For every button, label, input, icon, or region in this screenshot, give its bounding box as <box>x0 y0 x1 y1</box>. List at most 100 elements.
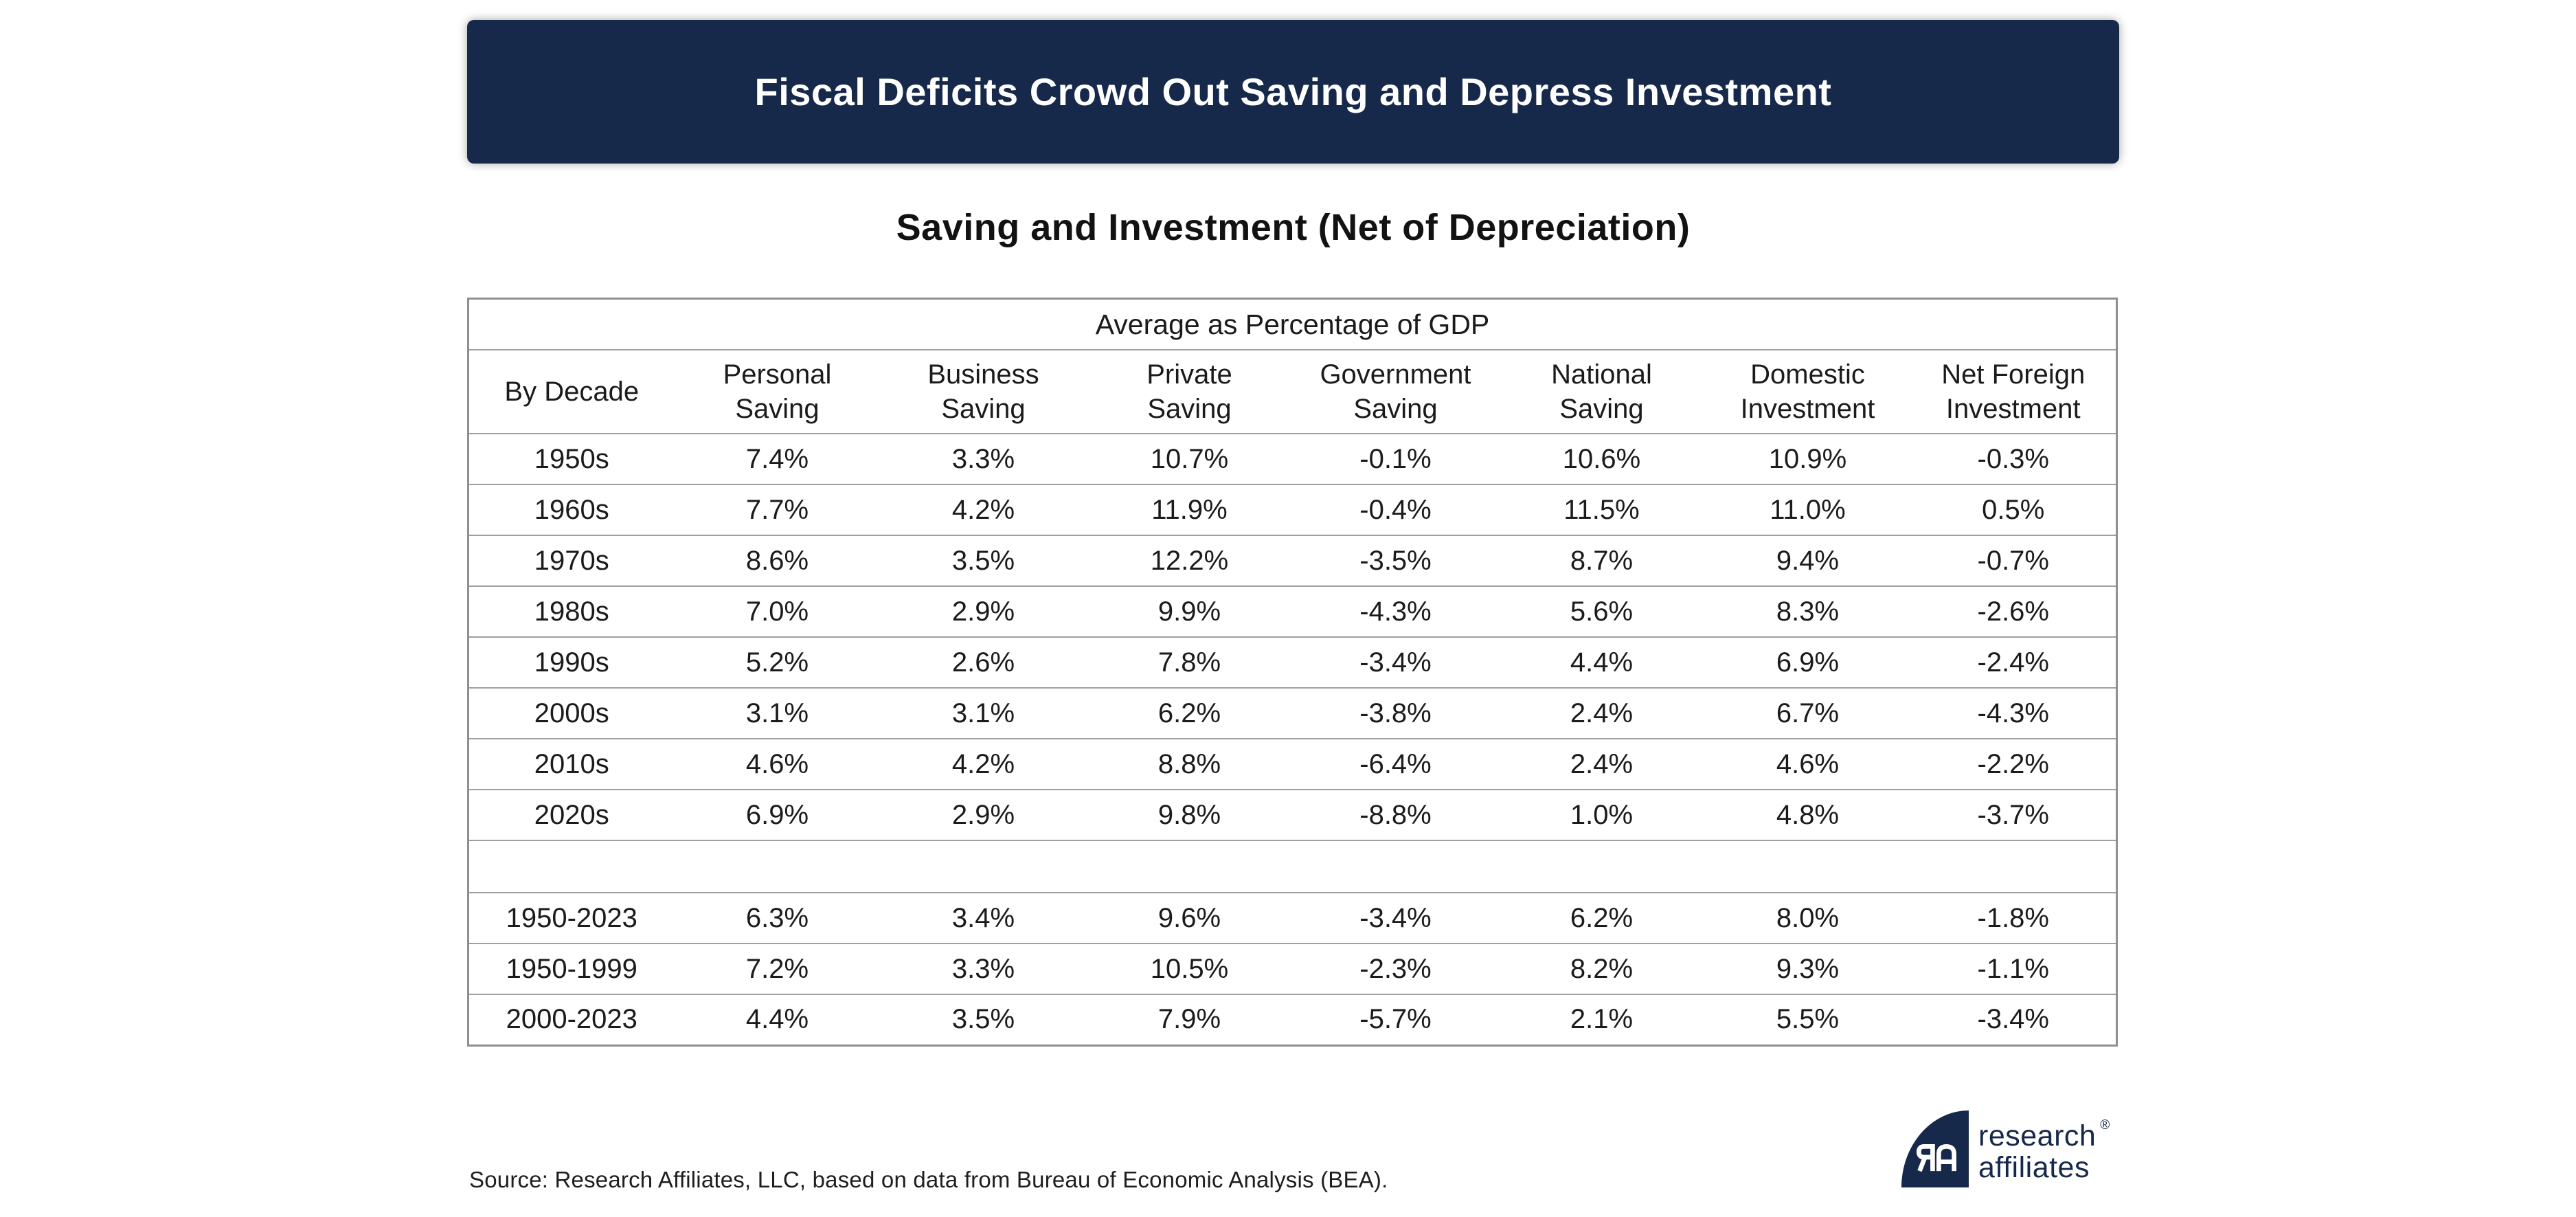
table-cell: -1.8% <box>1977 902 2050 933</box>
table-cell: 8.8% <box>1157 748 1221 779</box>
table-cell: 5.6% <box>1570 596 1634 627</box>
table-cell: 3.1% <box>745 697 809 728</box>
table-cell: 3.3% <box>951 953 1015 984</box>
table-cell: 9.3% <box>1776 953 1840 984</box>
table-cell: -1.1% <box>1977 953 2050 984</box>
table-cell: 11.0% <box>1770 494 1846 525</box>
table-cell: 4.4% <box>745 1004 809 1035</box>
table-cell: -3.4% <box>1359 902 1432 933</box>
table-cell: 7.2% <box>745 953 809 984</box>
table-cell: 6.3% <box>745 902 809 933</box>
table-cell: -4.3% <box>1977 697 2050 728</box>
table-cell: 8.3% <box>1776 596 1840 627</box>
row-label: 1980s <box>534 596 609 627</box>
table-cell: -3.4% <box>1977 1004 2050 1035</box>
row-label: 1960s <box>534 494 609 525</box>
column-header-row: By Decade Personal Saving Business Saving Pri… <box>468 350 2117 434</box>
logo-line-1: research ® <box>1978 1118 2110 1152</box>
decade-row: 2000s 3.1% 3.1% 6.2% -3.8% 2.4% 6.7% -4.3% <box>468 688 2117 739</box>
table-cell: -2.4% <box>1977 647 2050 678</box>
table-cell: -3.7% <box>1977 799 2050 830</box>
row-label: 2020s <box>534 799 609 830</box>
table-cell: -4.3% <box>1359 596 1432 627</box>
summary-row: 2000-2023 4.4% 3.5% 7.9% -5.7% 2.1% 5.5% -3.4% <box>468 994 2117 1045</box>
research-affiliates-logo: research ® affiliates <box>1901 1110 2110 1187</box>
ra-monogram-glyph <box>1917 1144 1956 1172</box>
table-cell: 3.4% <box>951 902 1015 933</box>
column-header-5: National Saving <box>1551 359 1652 424</box>
table-cell: 2.9% <box>951 596 1015 627</box>
table-cell: 7.8% <box>1157 647 1221 678</box>
row-label: 1950-2023 <box>506 902 637 933</box>
table-cell: 10.7% <box>1150 443 1229 474</box>
table-cell: 6.2% <box>1570 902 1634 933</box>
table-cell: 4.6% <box>745 748 809 779</box>
table-cell: -3.5% <box>1359 545 1432 576</box>
table-cell: 4.8% <box>1776 799 1840 830</box>
table-cell: 8.2% <box>1570 953 1634 984</box>
table-cell: 8.6% <box>745 545 809 576</box>
row-label: 2000-2023 <box>506 1004 637 1035</box>
table-cell: -3.4% <box>1359 647 1432 678</box>
saving-investment-table: Average as Percentage of GDP By Decade Pe… <box>467 298 2118 1047</box>
ra-monogram-icon <box>1901 1110 1969 1187</box>
table-cell: 2.9% <box>951 799 1015 830</box>
decade-row: 2010s 4.6% 4.2% 8.8% -6.4% 2.4% 4.6% -2.2% <box>468 739 2117 790</box>
table-cell: -3.8% <box>1359 697 1432 728</box>
table-cell: -0.7% <box>1977 545 2050 576</box>
decade-row: 1980s 7.0% 2.9% 9.9% -4.3% 5.6% 8.3% -2.6% <box>468 586 2117 637</box>
table-cell: 8.0% <box>1776 902 1840 933</box>
column-header-1: Personal Saving <box>723 359 832 424</box>
table-cell: -2.2% <box>1977 748 2050 779</box>
span-header-row: Average as Percentage of GDP <box>468 299 2117 350</box>
row-label: 1970s <box>534 545 609 576</box>
table-span-header: Average as Percentage of GDP <box>1095 308 1490 340</box>
column-header-7: Net Foreign Investment <box>1941 359 2086 424</box>
table-cell: 2.4% <box>1570 697 1634 728</box>
column-header-2: Business Saving <box>927 359 1039 424</box>
table-cell: -2.6% <box>1977 596 2050 627</box>
logo-word-affiliates: affiliates <box>1978 1151 2090 1184</box>
row-label: 2010s <box>534 748 609 779</box>
column-header-6: Domestic Investment <box>1740 359 1875 424</box>
table-body: 1950s 7.4% 3.3% 10.7% -0.1% 10.6% 10.9% -0.3% 19… <box>468 434 2117 1045</box>
logo-word-research: research <box>1978 1119 2097 1152</box>
table-cell: 4.6% <box>1776 748 1840 779</box>
table-cell: -2.3% <box>1359 953 1432 984</box>
table-cell: 5.2% <box>745 647 809 678</box>
decade-row: 1990s 5.2% 2.6% 7.8% -3.4% 4.4% 6.9% -2.4% <box>468 637 2117 688</box>
row-label: 1950-1999 <box>506 953 637 984</box>
row-label: 1950s <box>534 443 609 474</box>
table-cell: -0.4% <box>1359 494 1432 525</box>
table-cell: 3.5% <box>951 545 1015 576</box>
spacer-row <box>468 840 2117 893</box>
column-header-4: Government Saving <box>1320 359 1471 424</box>
table-cell: 3.5% <box>951 1004 1015 1035</box>
table-cell: 2.6% <box>951 647 1015 678</box>
source-note: Source: Research Affiliates, LLC, based … <box>469 1167 1388 1192</box>
table-cell: 6.2% <box>1157 697 1221 728</box>
table-cell: 2.1% <box>1570 1004 1634 1035</box>
column-header-0: By Decade <box>504 377 640 407</box>
table-cell: 4.2% <box>951 494 1015 525</box>
table-cell: 9.8% <box>1157 799 1221 830</box>
table-cell: 10.5% <box>1150 953 1229 984</box>
table-cell: 1.0% <box>1570 799 1634 830</box>
registered-trademark-icon: ® <box>2100 1118 2110 1132</box>
logo-wordmark: research ® affiliates <box>1978 1110 2110 1183</box>
table-cell: 2.4% <box>1570 748 1634 779</box>
table-cell: 0.5% <box>1982 494 2045 525</box>
table-cell: 12.2% <box>1150 545 1229 576</box>
table-cell: -6.4% <box>1359 748 1432 779</box>
table-cell: -0.1% <box>1359 443 1432 474</box>
table-cell: 9.6% <box>1157 902 1221 933</box>
title-banner: Fiscal Deficits Crowd Out Saving and Dep… <box>467 20 2119 164</box>
table-cell: -0.3% <box>1977 443 2050 474</box>
row-label: 2000s <box>534 697 609 728</box>
table-cell: 9.4% <box>1776 545 1840 576</box>
table-title: Saving and Investment (Net of Depreciati… <box>896 207 1691 248</box>
table-cell: 8.7% <box>1570 545 1634 576</box>
table-cell: 7.9% <box>1157 1004 1221 1035</box>
table-cell: -8.8% <box>1359 799 1432 830</box>
